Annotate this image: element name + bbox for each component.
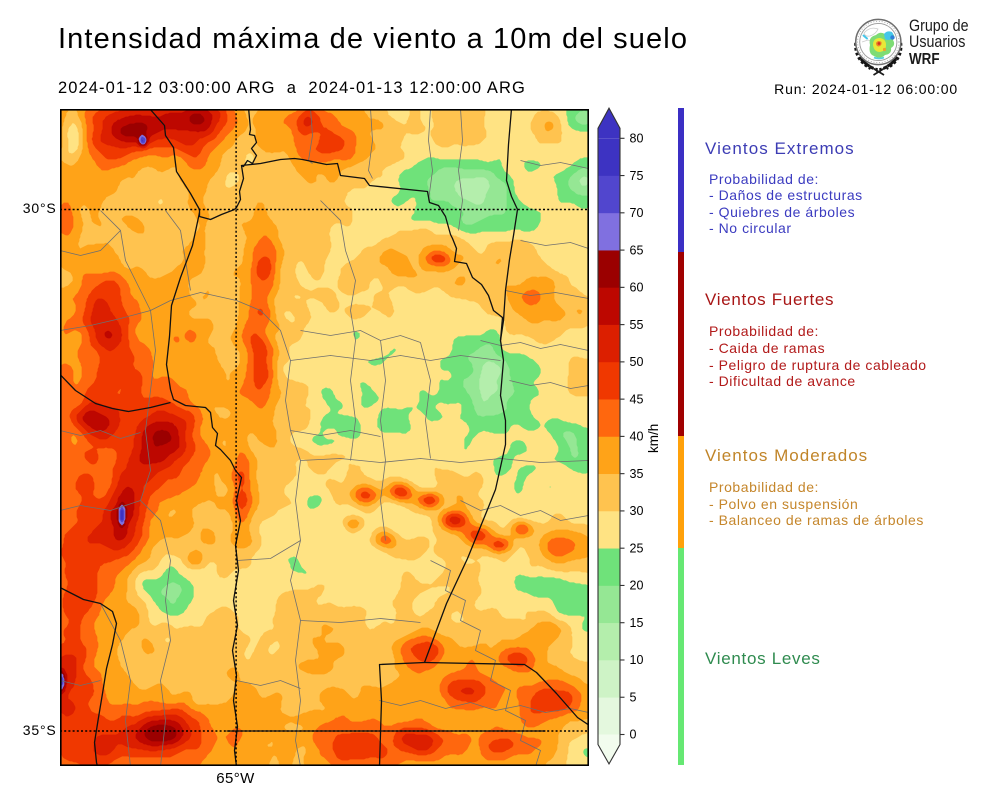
svg-text:0: 0 xyxy=(630,728,637,742)
svg-text:60: 60 xyxy=(630,281,644,295)
svg-text:5: 5 xyxy=(630,690,637,704)
svg-text:65: 65 xyxy=(630,243,644,257)
svg-text:30: 30 xyxy=(630,504,644,518)
svg-text:75: 75 xyxy=(630,169,644,183)
svg-text:25: 25 xyxy=(630,541,644,555)
svg-text:45: 45 xyxy=(630,392,644,406)
svg-text:40: 40 xyxy=(630,430,644,444)
svg-text:80: 80 xyxy=(630,132,644,146)
svg-text:10: 10 xyxy=(630,653,644,667)
svg-text:20: 20 xyxy=(630,579,644,593)
svg-text:70: 70 xyxy=(630,206,644,220)
svg-text:50: 50 xyxy=(630,355,644,369)
svg-text:55: 55 xyxy=(630,318,644,332)
svg-text:15: 15 xyxy=(630,616,644,630)
svg-text:35: 35 xyxy=(630,467,644,481)
